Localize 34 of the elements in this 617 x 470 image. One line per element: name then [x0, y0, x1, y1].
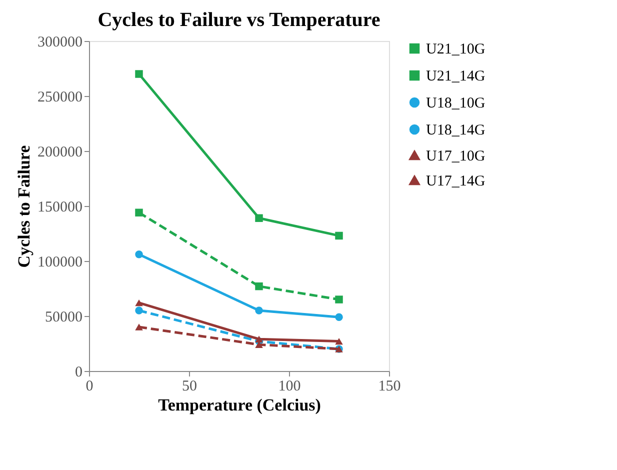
y-tick-label: 50000: [45, 310, 82, 326]
point: [335, 338, 343, 345]
legend-label: U21_14G: [426, 68, 486, 84]
x-tick-label: 50: [182, 378, 197, 394]
point: [135, 306, 143, 314]
y-tick-label: 200000: [38, 144, 82, 160]
legend-label: U21_10G: [426, 42, 486, 58]
point: [135, 70, 143, 78]
legend-label: U18_14G: [426, 122, 486, 138]
chart-title: Cycles to Failure vs Temperature: [98, 9, 380, 31]
y-tick-label: 150000: [38, 200, 82, 216]
point: [335, 313, 343, 321]
y-axis-title: Cycles to Failure: [14, 144, 34, 268]
x-tick-label: 0: [86, 378, 94, 394]
point: [335, 296, 343, 304]
x-tick-label: 150: [378, 378, 401, 394]
x-tick-label: 100: [278, 378, 301, 394]
point: [335, 232, 343, 240]
point: [135, 324, 143, 330]
point: [135, 299, 143, 306]
point: [135, 208, 143, 216]
point: [255, 336, 263, 342]
point: [255, 214, 263, 222]
legend-label: U17_10G: [426, 148, 486, 164]
point: [135, 250, 143, 258]
y-tick-label: 0: [75, 364, 82, 380]
y-tick-label: 100000: [38, 254, 82, 270]
legend-label: U17_14G: [426, 174, 486, 190]
point: [255, 282, 263, 290]
y-tick-label: 300000: [38, 34, 82, 50]
legend-label: U18_10G: [426, 96, 486, 112]
point: [255, 306, 263, 314]
y-tick-label: 250000: [38, 90, 82, 106]
x-axis-title: Temperature (Celcius): [158, 396, 321, 414]
